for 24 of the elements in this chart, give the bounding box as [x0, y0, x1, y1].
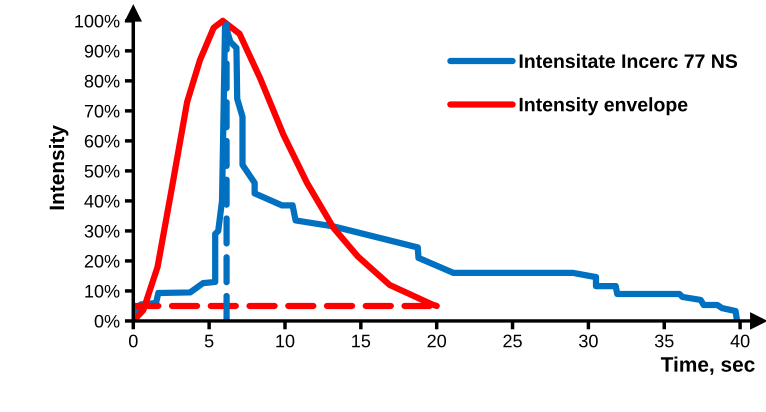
- legend-label: Intensitate Incerc 77 NS: [520, 54, 738, 68]
- y-tick-label: 60%: [84, 134, 120, 148]
- x-tick-label: 35: [654, 334, 674, 348]
- x-tick-label: 15: [352, 334, 370, 348]
- x-tick-label: 20: [428, 334, 446, 348]
- x-tick-label: 10: [276, 334, 294, 348]
- y-tick-label: 100%: [75, 14, 120, 28]
- x-tick-label: 30: [579, 334, 598, 348]
- y-axis-title: Intensity: [48, 125, 68, 210]
- x-tick-label: 0: [128, 334, 138, 348]
- legend-label: Intensity envelope: [520, 97, 688, 116]
- x-tick-label: 25: [503, 334, 522, 348]
- y-tick-label: 30%: [84, 224, 120, 238]
- y-tick-label: 40%: [84, 194, 120, 208]
- y-tick-label: 10%: [85, 284, 120, 298]
- y-tick-label: 80%: [84, 74, 120, 88]
- x-tick-label: 40: [730, 334, 750, 348]
- y-tick-label: 20%: [84, 254, 120, 268]
- y-tick-label: 0%: [94, 314, 120, 328]
- x-tick-label: 5: [204, 334, 214, 348]
- y-tick-label: 50%: [84, 164, 120, 178]
- y-tick-label: 90%: [84, 44, 120, 58]
- y-tick-label: 70%: [84, 104, 120, 118]
- x-axis-title: Time, sec: [660, 356, 755, 375]
